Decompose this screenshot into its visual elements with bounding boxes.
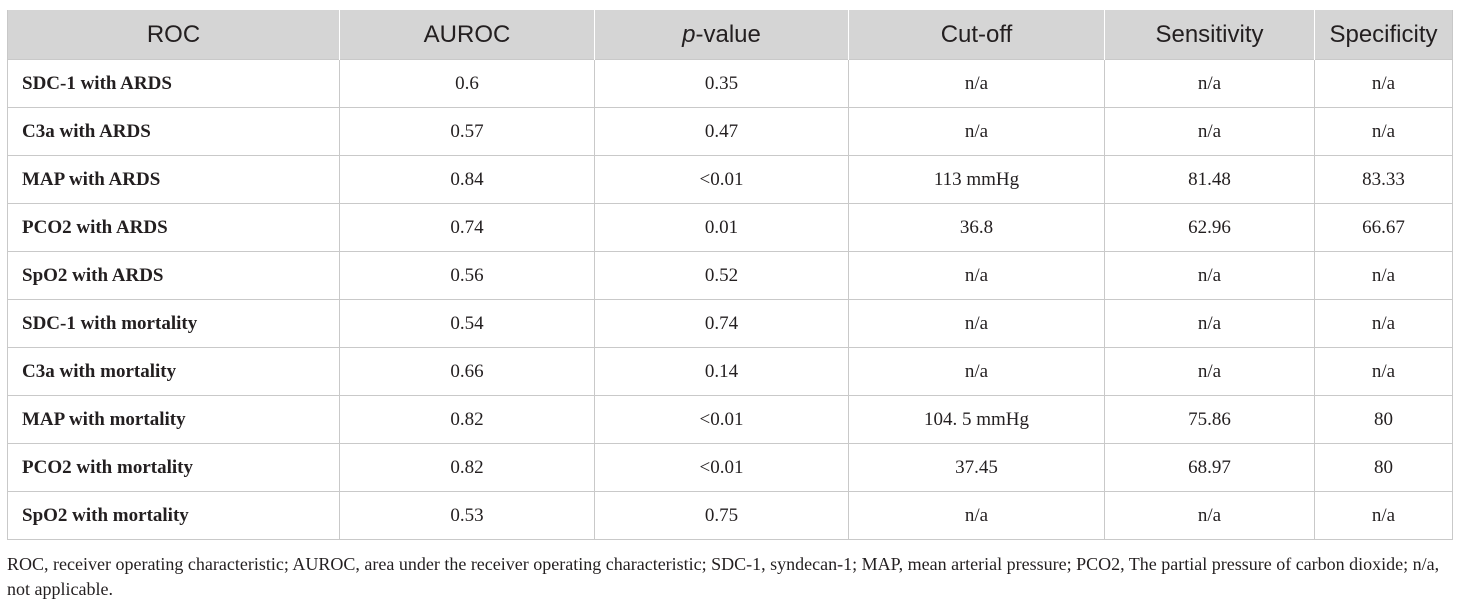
- table-row: C3a with ARDS 0.57 0.47 n/a n/a n/a: [7, 107, 1453, 156]
- table-row: MAP with ARDS 0.84 <0.01 113 mmHg 81.48 83.33: [7, 155, 1453, 204]
- header-pvalue: p-value: [594, 10, 849, 60]
- cell-cutoff: 36.8: [848, 203, 1105, 252]
- table-row: SDC-1 with mortality 0.54 0.74 n/a n/a n/a: [7, 299, 1453, 348]
- cell-pvalue: 0.01: [594, 203, 849, 252]
- table-row: PCO2 with ARDS 0.74 0.01 36.8 62.96 66.67: [7, 203, 1453, 252]
- cell-cutoff: n/a: [848, 347, 1105, 396]
- cell-pvalue: 0.35: [594, 59, 849, 108]
- cell-sensitivity: 62.96: [1104, 203, 1315, 252]
- cell-roc: PCO2 with mortality: [7, 443, 340, 492]
- cell-pvalue: <0.01: [594, 155, 849, 204]
- cell-sensitivity: n/a: [1104, 59, 1315, 108]
- cell-sensitivity: n/a: [1104, 299, 1315, 348]
- table-header-row: ROC AUROC p-value Cut-off Sensitivity Sp…: [7, 10, 1453, 60]
- cell-cutoff: 37.45: [848, 443, 1105, 492]
- table-row: PCO2 with mortality 0.82 <0.01 37.45 68.97 80: [7, 443, 1453, 492]
- table-row: SDC-1 with ARDS 0.6 0.35 n/a n/a n/a: [7, 59, 1453, 108]
- cell-cutoff: 113 mmHg: [848, 155, 1105, 204]
- cell-auroc: 0.56: [339, 251, 595, 300]
- header-cutoff: Cut-off: [848, 10, 1105, 60]
- cell-specificity: 80: [1314, 395, 1453, 444]
- table-body: SDC-1 with ARDS 0.6 0.35 n/a n/a n/a C3a with …: [7, 59, 1453, 540]
- cell-cutoff: n/a: [848, 251, 1105, 300]
- cell-cutoff: n/a: [848, 59, 1105, 108]
- cell-pvalue: 0.75: [594, 491, 849, 540]
- cell-cutoff: n/a: [848, 107, 1105, 156]
- cell-cutoff: 104. 5 mmHg: [848, 395, 1105, 444]
- cell-pvalue: <0.01: [594, 395, 849, 444]
- header-roc: ROC: [7, 10, 340, 60]
- cell-roc: SDC-1 with mortality: [7, 299, 340, 348]
- header-specificity: Specificity: [1314, 10, 1453, 60]
- table-row: SpO2 with mortality 0.53 0.75 n/a n/a n/a: [7, 491, 1453, 540]
- cell-specificity: n/a: [1314, 251, 1453, 300]
- cell-sensitivity: n/a: [1104, 491, 1315, 540]
- cell-specificity: n/a: [1314, 347, 1453, 396]
- table-row: SpO2 with ARDS 0.56 0.52 n/a n/a n/a: [7, 251, 1453, 300]
- cell-sensitivity: 81.48: [1104, 155, 1315, 204]
- cell-cutoff: n/a: [848, 491, 1105, 540]
- cell-cutoff: n/a: [848, 299, 1105, 348]
- cell-sensitivity: 68.97: [1104, 443, 1315, 492]
- cell-pvalue: 0.74: [594, 299, 849, 348]
- cell-auroc: 0.66: [339, 347, 595, 396]
- cell-specificity: n/a: [1314, 491, 1453, 540]
- cell-roc: SDC-1 with ARDS: [7, 59, 340, 108]
- cell-roc: C3a with ARDS: [7, 107, 340, 156]
- cell-roc: SpO2 with ARDS: [7, 251, 340, 300]
- cell-pvalue: <0.01: [594, 443, 849, 492]
- header-pvalue-rest: -value: [695, 20, 761, 48]
- cell-specificity: n/a: [1314, 299, 1453, 348]
- cell-sensitivity: n/a: [1104, 347, 1315, 396]
- cell-auroc: 0.53: [339, 491, 595, 540]
- cell-sensitivity: 75.86: [1104, 395, 1315, 444]
- cell-auroc: 0.84: [339, 155, 595, 204]
- cell-sensitivity: n/a: [1104, 107, 1315, 156]
- table-row: MAP with mortality 0.82 <0.01 104. 5 mmHg 75…: [7, 395, 1453, 444]
- cell-auroc: 0.6: [339, 59, 595, 108]
- cell-specificity: 66.67: [1314, 203, 1453, 252]
- cell-specificity: n/a: [1314, 59, 1453, 108]
- cell-auroc: 0.57: [339, 107, 595, 156]
- cell-roc: PCO2 with ARDS: [7, 203, 340, 252]
- table-footnote: ROC, receiver operating characteristic; …: [7, 554, 1440, 599]
- cell-sensitivity: n/a: [1104, 251, 1315, 300]
- cell-auroc: 0.74: [339, 203, 595, 252]
- cell-roc: MAP with mortality: [7, 395, 340, 444]
- header-sensitivity: Sensitivity: [1104, 10, 1315, 60]
- cell-auroc: 0.82: [339, 395, 595, 444]
- roc-results-table: ROC AUROC p-value Cut-off Sensitivity Sp…: [7, 10, 1453, 540]
- cell-roc: MAP with ARDS: [7, 155, 340, 204]
- cell-pvalue: 0.14: [594, 347, 849, 396]
- cell-pvalue: 0.52: [594, 251, 849, 300]
- cell-roc: SpO2 with mortality: [7, 491, 340, 540]
- cell-pvalue: 0.47: [594, 107, 849, 156]
- cell-roc: C3a with mortality: [7, 347, 340, 396]
- cell-auroc: 0.82: [339, 443, 595, 492]
- cell-auroc: 0.54: [339, 299, 595, 348]
- cell-specificity: 83.33: [1314, 155, 1453, 204]
- header-pvalue-italic: p: [682, 20, 696, 48]
- table-row: C3a with mortality 0.66 0.14 n/a n/a n/a: [7, 347, 1453, 396]
- cell-specificity: 80: [1314, 443, 1453, 492]
- header-auroc: AUROC: [339, 10, 595, 60]
- cell-specificity: n/a: [1314, 107, 1453, 156]
